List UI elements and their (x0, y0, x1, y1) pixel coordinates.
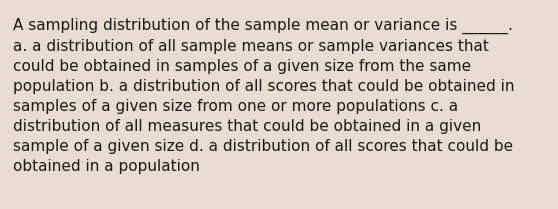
Text: A sampling distribution of the sample mean or variance is ______.
a. a distribut: A sampling distribution of the sample me… (13, 18, 514, 175)
